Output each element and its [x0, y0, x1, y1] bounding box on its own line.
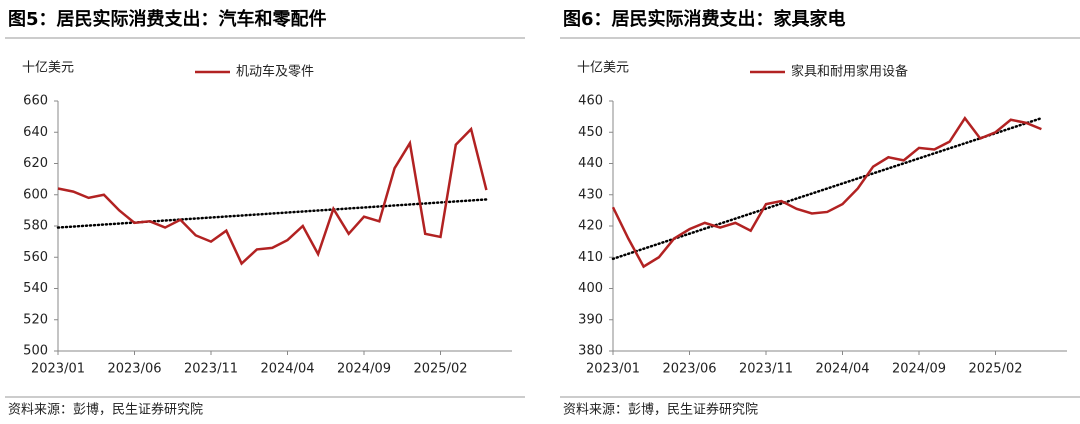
x-tick-label: 2024/04 [815, 362, 869, 377]
chart-title: 图5：居民实际消费支出：汽车和零配件 [8, 8, 327, 30]
x-tick-label: 2023/11 [184, 362, 238, 377]
y-tick-label: 660 [23, 94, 48, 109]
x-tick-label: 2024/09 [337, 362, 391, 377]
y-tick-label: 440 [578, 156, 603, 171]
unit-label: 十亿美元 [22, 61, 74, 76]
y-tick-label: 450 [578, 125, 603, 140]
y-tick-label: 500 [23, 344, 48, 359]
x-tick-label: 2025/02 [968, 362, 1022, 377]
y-tick-label: 520 [23, 312, 48, 327]
x-tick-label: 2024/09 [892, 362, 946, 377]
y-tick-label: 430 [578, 187, 603, 202]
legend-label: 家具和耐用家用设备 [791, 64, 908, 80]
y-tick-label: 380 [578, 344, 603, 359]
y-tick-label: 560 [23, 250, 48, 265]
y-tick-label: 620 [23, 156, 48, 171]
y-tick-label: 460 [578, 94, 603, 109]
y-tick-label: 410 [578, 250, 603, 265]
series-line [611, 116, 1042, 269]
trend-line [56, 198, 488, 229]
x-tick-label: 2024/04 [260, 362, 314, 377]
y-tick-label: 540 [23, 281, 48, 296]
y-tick-label: 640 [23, 125, 48, 140]
source-note: 资料来源：彭博，民生证券研究院 [563, 402, 758, 418]
x-tick-label: 2023/01 [586, 362, 640, 377]
unit-label: 十亿美元 [577, 61, 629, 76]
y-tick-label: 390 [578, 312, 603, 327]
x-tick-label: 2023/06 [107, 362, 161, 377]
chart-title: 图6：居民实际消费支出：家具家电 [563, 8, 846, 30]
source-note: 资料来源：彭博，民生证券研究院 [8, 402, 203, 418]
x-tick-label: 2023/11 [739, 362, 793, 377]
y-tick-label: 600 [23, 187, 48, 202]
series-line [57, 126, 488, 266]
x-tick-label: 2023/06 [662, 362, 716, 377]
y-tick-label: 580 [23, 219, 48, 234]
y-tick-label: 400 [578, 281, 603, 296]
trend-line [611, 116, 1043, 261]
x-tick-label: 2023/01 [31, 362, 85, 377]
legend-label: 机动车及零件 [236, 64, 314, 80]
x-tick-label: 2025/02 [413, 362, 467, 377]
y-tick-label: 420 [578, 219, 603, 234]
